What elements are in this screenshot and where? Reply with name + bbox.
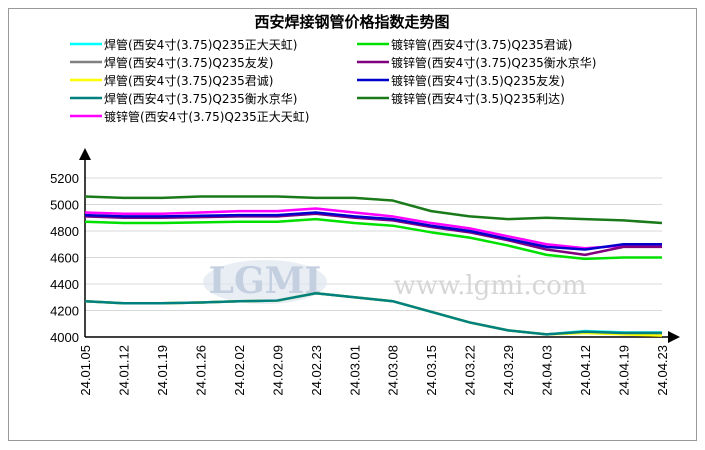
x-tick-label: 24.03.22 [463, 345, 478, 396]
legend-label: 焊管(西安4寸(3.75)Q235友发) [104, 55, 273, 70]
y-axis-arrow [79, 148, 91, 160]
legend-label: 镀锌管(西安4寸(3.75)Q235正大天虹) [104, 109, 309, 124]
x-tick-label: 24.02.09 [270, 345, 285, 396]
x-tick-label: 24.04.03 [540, 345, 555, 396]
x-tick-label: 24.03.08 [386, 345, 401, 396]
series-line [84, 292, 662, 336]
legend-label: 焊管(西安4寸(3.75)Q235衡水京华) [104, 91, 297, 106]
x-tick-label: 24.01.05 [78, 345, 93, 396]
legend-label: 镀锌管(西安4寸(3.75)Q235君诚) [391, 37, 572, 52]
legend-label: 焊管(西安4寸(3.75)Q235正大天虹) [104, 37, 297, 52]
series-line [84, 211, 662, 251]
y-tick-label: 4000 [50, 330, 79, 345]
series-line [84, 207, 662, 250]
x-tick-label: 24.03.15 [424, 345, 439, 396]
x-tick-label: 24.02.23 [309, 345, 324, 396]
x-axis-arrow [668, 331, 680, 343]
frame [8, 8, 697, 441]
x-tick-label: 24.02.02 [232, 345, 247, 396]
chart-title: 西安焊接钢管价格指数走势图 [254, 13, 449, 31]
y-tick-label: 5000 [50, 198, 79, 213]
watermark: www.lgmi.com [393, 271, 586, 301]
x-tick-label: 24.03.01 [347, 345, 362, 396]
x-tick-label: 24.04.19 [617, 345, 632, 396]
x-tick-label: 24.03.29 [501, 345, 516, 396]
series-line [84, 212, 662, 257]
x-tick-label: 24.04.23 [655, 345, 670, 396]
y-tick-label: 4600 [50, 251, 79, 266]
series-line [84, 217, 662, 261]
x-tick-label: 24.04.12 [578, 345, 593, 396]
legend-label: 焊管(西安4寸(3.75)Q235君诚) [104, 73, 273, 88]
x-tick-label: 24.01.12 [116, 345, 131, 396]
y-tick-label: 4800 [50, 224, 79, 239]
x-tick-label: 24.01.19 [155, 345, 170, 396]
legend-label: 镀锌管(西安4寸(3.75)Q235衡水京华) [391, 55, 596, 70]
watermark-logo-bg [203, 260, 327, 304]
x-tick-label: 24.01.26 [193, 345, 208, 396]
y-tick-label: 5200 [50, 171, 79, 186]
y-tick-label: 4400 [50, 277, 79, 292]
legend-label: 镀锌管(西安4寸(3.5)Q235利达) [391, 91, 565, 106]
legend-label: 镀锌管(西安4寸(3.5)Q235友发) [391, 73, 565, 88]
series-line [84, 195, 663, 225]
y-tick-label: 4200 [50, 304, 79, 319]
